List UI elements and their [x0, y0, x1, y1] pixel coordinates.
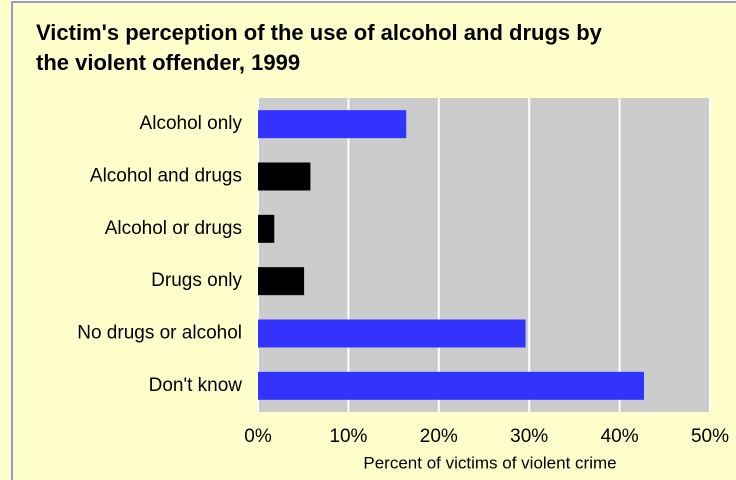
- y-tick-label: Alcohol only: [140, 113, 243, 134]
- chart-title: Victim's perception of the use of alcoho…: [36, 20, 602, 75]
- bar: [258, 162, 311, 191]
- x-tick-label: 0%: [244, 426, 272, 447]
- y-tick-label: Alcohol or drugs: [105, 218, 242, 239]
- x-tick-label: 10%: [329, 426, 367, 447]
- x-axis-label: Percent of victims of violent crime: [363, 453, 616, 472]
- y-tick-label: Alcohol and drugs: [90, 166, 242, 187]
- x-tick-label: 20%: [420, 426, 458, 447]
- frame: [11, 1, 736, 480]
- bar: [258, 214, 275, 243]
- y-tick-label: Drugs only: [151, 270, 242, 291]
- bar: [258, 267, 305, 296]
- bar: [258, 371, 645, 400]
- x-tick-label: 30%: [510, 426, 548, 447]
- bar: [258, 110, 407, 139]
- bar: [258, 319, 526, 348]
- x-tick-label: 50%: [691, 426, 729, 447]
- y-tick-label: No drugs or alcohol: [77, 323, 242, 344]
- y-tick-label: Don't know: [149, 375, 243, 396]
- x-tick-label: 40%: [601, 426, 639, 447]
- plot-area: [258, 98, 710, 412]
